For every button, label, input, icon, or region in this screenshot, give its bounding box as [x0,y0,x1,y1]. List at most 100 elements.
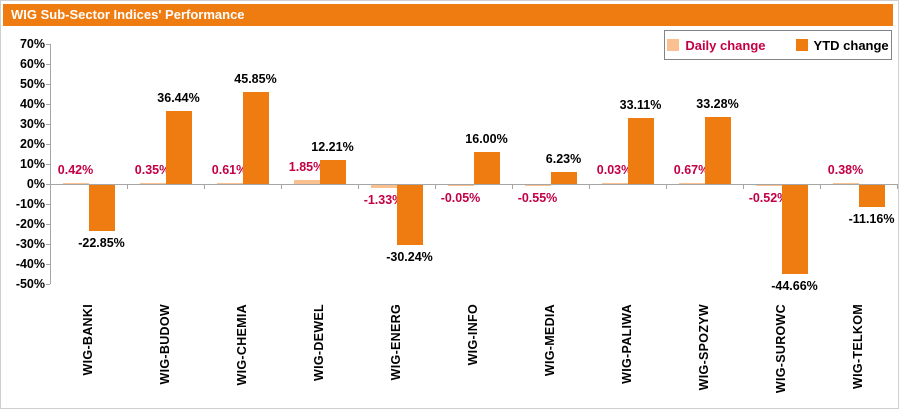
category-label: WIG-INFO [465,304,480,366]
daily-change-bar [678,182,705,184]
y-axis-tick-label: -50% [15,277,45,291]
x-axis-tick [512,184,513,189]
x-axis-tick [358,184,359,189]
y-axis-tick-label: -40% [15,257,45,271]
category-label: WIG-DEWEL [311,304,326,381]
category-label: WIG-PALIWA [619,304,634,384]
daily-change-bar [524,185,551,187]
chart-title: WIG Sub-Sector Indices' Performance [11,7,245,22]
ytd-change-bar [88,185,115,231]
x-axis-line [50,184,898,185]
legend-item-ytd: YTD change [795,37,889,53]
daily-change-bar [755,185,782,187]
daily-change-value-label: 1.85% [288,160,325,175]
daily-change-value-label: 0.03% [596,163,633,177]
ytd-change-bar [704,117,731,184]
chart-title-bar: WIG Sub-Sector Indices' Performance [3,4,893,26]
ytd-change-value-label: 33.11% [619,97,662,112]
daily-change-value-label: 0.61% [211,162,248,177]
category-label: WIG-BANKI [80,304,95,376]
y-axis-tick [46,244,50,245]
category-label: WIG-ENERG [388,304,403,381]
daily-change-bar [293,180,320,184]
ytd-change-value-label: -44.66% [771,279,818,294]
x-axis-tick [589,184,590,189]
daily-change-bar [601,183,628,184]
category-label: WIG-SPOZYW [696,304,711,391]
y-axis-tick [46,84,50,85]
daily-change-bar [370,185,397,188]
category-label: WIG-TELKOM [850,304,865,389]
y-axis-tick [46,104,50,105]
y-axis-tick-label: -10% [15,197,45,211]
daily-change-value-label: 0.35% [134,163,171,177]
legend-item-daily: Daily change [667,37,766,53]
y-axis-tick [46,224,50,225]
ytd-change-bar [627,117,654,184]
y-axis-tick-label: 10% [19,157,45,171]
x-axis-tick [281,184,282,189]
y-axis-line [50,44,51,284]
ytd-change-bar [858,185,885,208]
y-axis-tick [46,184,50,185]
y-axis-tick-label: 0% [26,177,45,191]
ytd-change-bar [165,111,192,184]
ytd-change-bar [473,152,500,184]
ytd-change-value-label: 36.44% [157,91,200,106]
legend: Daily change YTD change [664,30,892,60]
ytd-change-value-label: -22.85% [78,235,125,250]
daily-change-swatch-icon [667,39,680,51]
legend-label-daily: Daily change [685,37,766,53]
daily-change-bar [62,183,89,184]
x-axis-tick [897,184,898,189]
ytd-change-bar [242,92,269,184]
daily-change-value-label: -0.52% [748,191,789,206]
ytd-change-value-label: -11.16% [848,212,895,227]
ytd-change-bar [781,185,808,275]
daily-change-value-label: -0.55% [517,191,558,206]
x-axis-tick [743,184,744,189]
y-axis-tick-label: 70% [19,37,45,51]
y-axis-tick-label: 50% [19,77,45,91]
ytd-change-value-label: 16.00% [465,132,508,146]
x-axis-tick [204,184,205,189]
daily-change-bar [832,183,859,184]
ytd-change-bar [550,171,577,184]
x-axis-tick [666,184,667,189]
y-axis-tick [46,124,50,125]
daily-change-value-label: 0.42% [57,163,94,177]
y-axis-tick-label: 30% [19,117,45,131]
ytd-change-value-label: 33.28% [696,97,739,112]
y-axis-tick [46,204,50,205]
y-axis-tick [46,64,50,65]
y-axis-tick-label: 40% [19,97,45,111]
y-axis-tick [46,264,50,265]
x-axis-tick [820,184,821,189]
y-axis-tick-label: 60% [19,57,45,71]
y-axis-tick [46,164,50,165]
x-axis-tick [435,184,436,189]
daily-change-value-label: -0.05% [440,191,481,205]
legend-label-ytd: YTD change [813,37,889,53]
category-label: WIG-SUROWC [773,304,788,394]
y-axis-tick-label: -30% [15,237,45,251]
daily-change-bar [139,183,166,184]
y-axis-tick-label: 20% [19,137,45,151]
x-axis-tick [127,184,128,189]
ytd-change-swatch-icon [795,39,808,51]
category-label: WIG-MEDIA [542,304,557,377]
daily-change-bar [447,185,474,186]
category-label: WIG-BUDOW [157,304,172,385]
y-axis-tick [46,284,50,285]
category-label: WIG-CHEMIA [234,304,249,386]
ytd-change-bar [319,159,346,184]
daily-change-bar [216,182,243,184]
daily-change-value-label: 0.67% [673,162,710,177]
ytd-change-value-label: 6.23% [545,151,582,166]
ytd-change-value-label: 45.85% [234,72,277,87]
daily-change-value-label: -1.33% [363,192,404,207]
y-axis-tick [46,144,50,145]
y-axis-tick [46,44,50,45]
ytd-change-bar [396,185,423,246]
